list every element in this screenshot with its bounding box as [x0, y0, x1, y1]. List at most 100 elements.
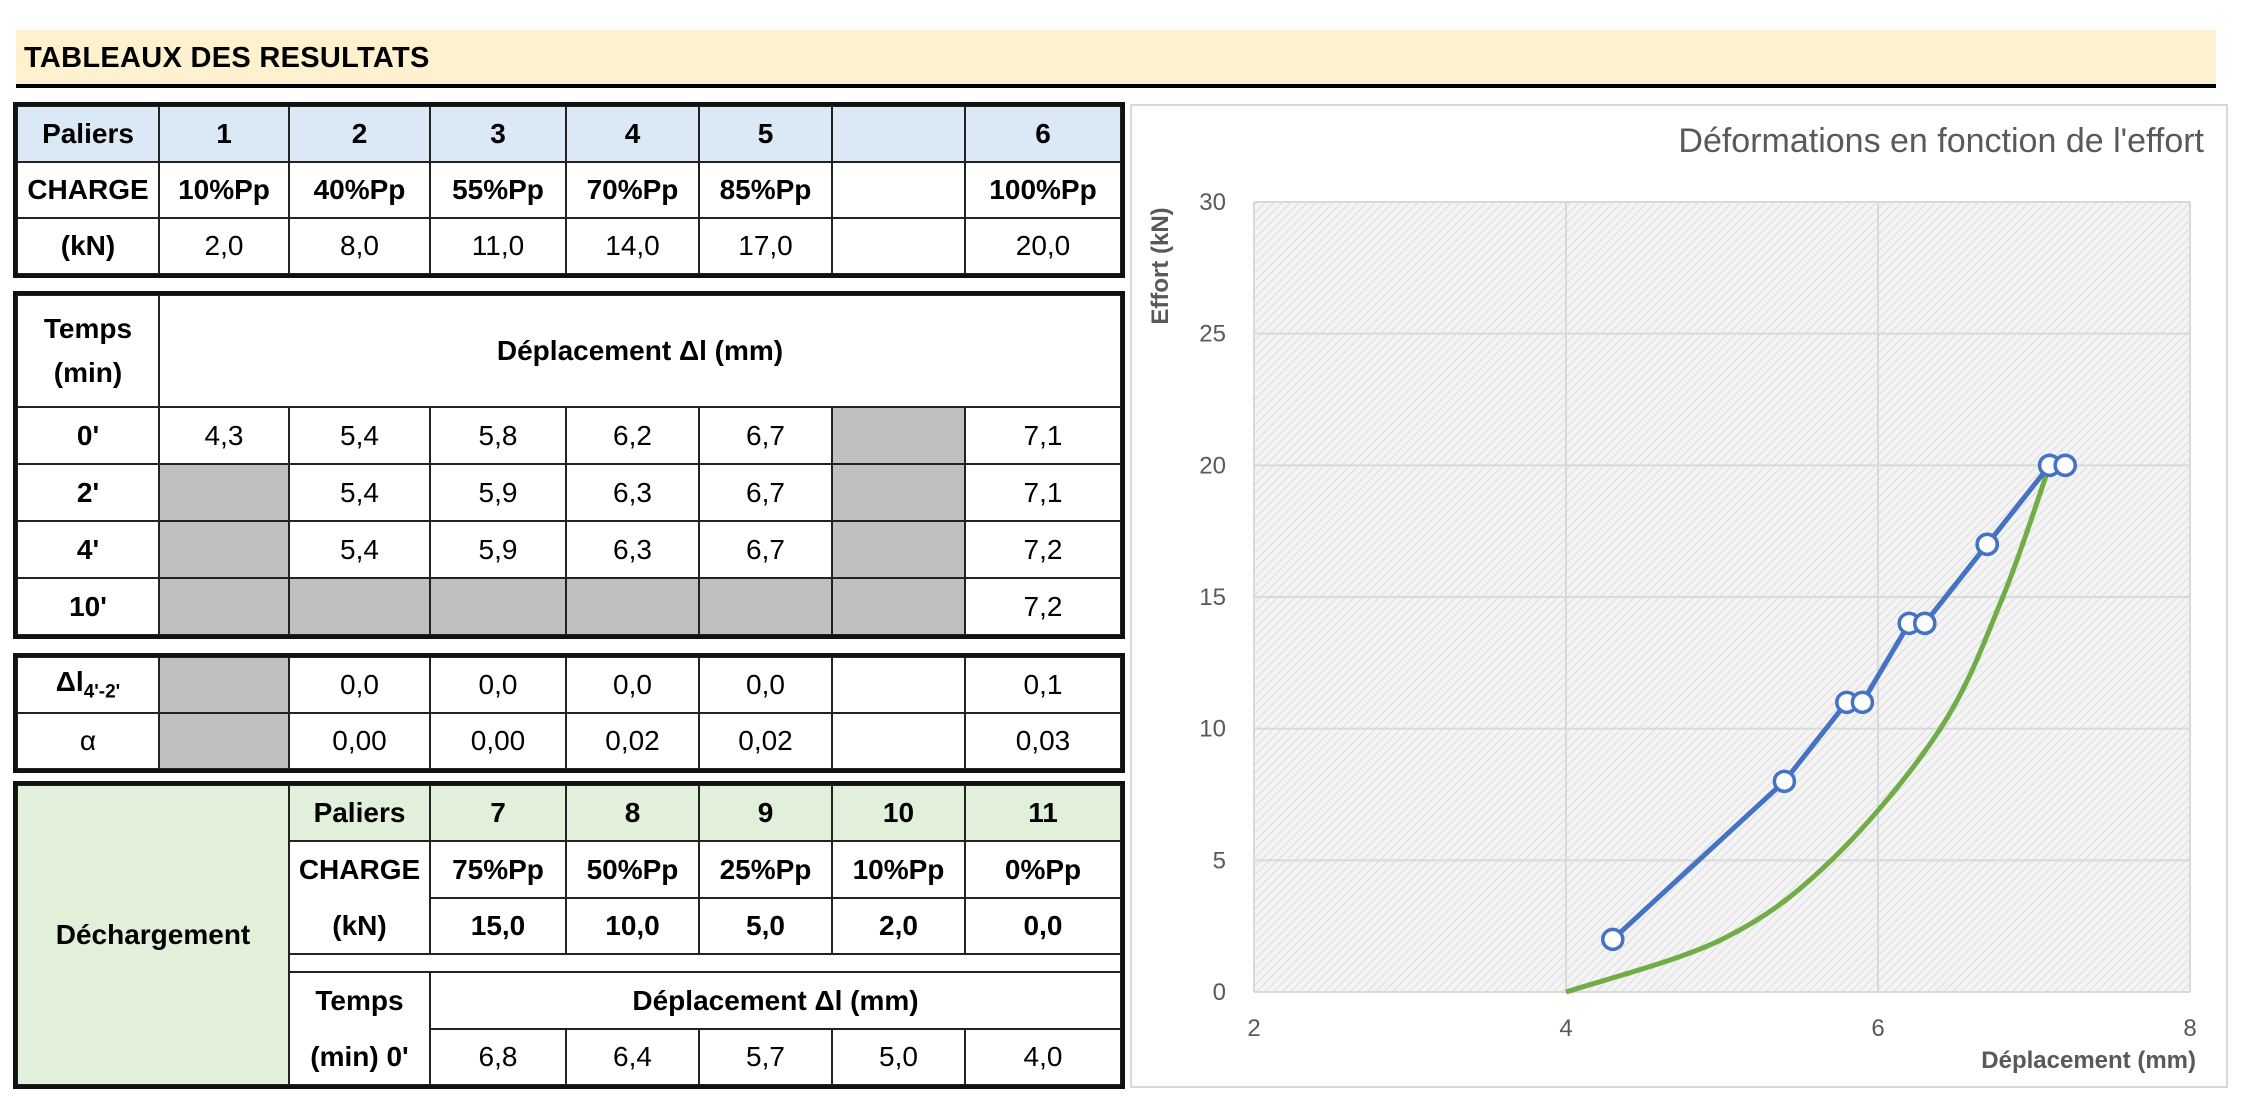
data-point [2053, 453, 2077, 478]
kn-cell: 11,0 [429, 217, 567, 275]
chart-svg: 0 5 10 15 20 25 30 2 4 6 8 Déformations en fonction… [1147, 122, 2205, 1074]
value-cell [158, 463, 290, 522]
unloading-time-label-bottom: (min) 0' [288, 1029, 431, 1086]
value-cell [831, 520, 966, 579]
kn-cell: 17,0 [698, 217, 833, 275]
y-tick-label: 30 [1199, 189, 1226, 216]
value-cell [698, 577, 833, 636]
palier-cell: 5 [698, 105, 833, 163]
delta-cell [158, 656, 290, 714]
unloading-kn-label: (kN) [288, 898, 431, 955]
series-unloading-line [1565, 464, 2052, 995]
palier-cell: 11 [964, 784, 1122, 842]
alpha-cell [831, 712, 966, 770]
section-title-bar: TABLEAUX DES RESULTATS [16, 30, 2216, 88]
palier-cell: 9 [698, 784, 833, 842]
unloading-spacer-row [17, 953, 1122, 973]
data-point [1975, 532, 1999, 557]
table-row: 0' 4,3 5,4 5,8 6,2 6,7 7,1 [16, 406, 1122, 465]
kn-cell: 2,0 [158, 217, 290, 275]
charge-cell [831, 161, 966, 219]
time-cell: 2' [16, 463, 160, 522]
y-tick-label: 20 [1199, 452, 1226, 479]
alpha-cell: 0,00 [429, 712, 567, 770]
value-cell: 5,9 [429, 463, 567, 522]
unloading-table: Déchargement Paliers 7 8 9 10 11 CHARGE … [13, 781, 1125, 1089]
chart-panel: 0 5 10 15 20 25 30 2 4 6 8 Déformations en fonction… [1130, 104, 2228, 1088]
value-cell: 5,8 [429, 406, 567, 465]
delta-cell: 0,0 [288, 656, 431, 714]
table-row: 4' 5,4 5,9 6,3 6,7 7,2 [16, 520, 1122, 579]
value-cell [565, 577, 700, 636]
data-point [1850, 690, 1875, 715]
value-cell: 5,9 [429, 520, 567, 579]
displacement-header-row: Temps (min) Déplacement Δl (mm) [16, 294, 1122, 408]
value-cell: 6,7 [698, 520, 833, 579]
y-tick-label: 25 [1199, 321, 1226, 348]
time-cell: 10' [16, 577, 160, 636]
alpha-cell: 0,02 [698, 712, 833, 770]
delta-cell: 0,0 [565, 656, 700, 714]
unloading-section-label: Déchargement [16, 784, 290, 1086]
value-cell: 5,4 [288, 520, 431, 579]
charge-cell: 75%Pp [429, 840, 567, 899]
unloading-displacement-header-row: Temps Déplacement Δl (mm) [17, 971, 1122, 1030]
value-cell: 4,0 [964, 1028, 1122, 1086]
value-cell: 6,8 [429, 1028, 567, 1086]
unloading-charge-label: CHARGE [288, 840, 431, 898]
data-point [1913, 611, 1937, 636]
palier-cell [831, 105, 966, 163]
palier-cell: 3 [429, 105, 567, 163]
value-cell: 5,4 [288, 463, 431, 522]
charge-cell: 70%Pp [565, 161, 700, 219]
paliers-label: Paliers [16, 105, 160, 163]
value-cell: 7,1 [964, 406, 1122, 465]
displacement-table: Temps (min) Déplacement Δl (mm) 0' 4,3 5… [13, 291, 1125, 639]
y-tick-label: 15 [1199, 584, 1226, 611]
y-axis-label: Effort (kN) [1147, 207, 1174, 324]
delta-row: Δl4'-2' 0,0 0,0 0,0 0,0 0,1 [16, 656, 1122, 714]
charge-cell: 25%Pp [698, 840, 833, 899]
kn-cell: 20,0 [964, 217, 1122, 275]
alpha-row: α 0,00 0,00 0,02 0,02 0,03 [16, 712, 1122, 770]
charge-row: CHARGE 10%Pp 40%Pp 55%Pp 70%Pp 85%Pp 100… [16, 161, 1122, 219]
value-cell: 7,2 [964, 520, 1122, 579]
unloading-displacement-title: Déplacement Δl (mm) [429, 971, 1122, 1030]
kn-cell: 14,0 [565, 217, 700, 275]
unloading-kn-row: (kN) 15,0 10,0 5,0 2,0 0,0 [17, 897, 1122, 955]
charge-cell: 0%Pp [964, 840, 1122, 899]
kn-cell: 8,0 [288, 217, 431, 275]
unloading-charge-row: CHARGE 75%Pp 50%Pp 25%Pp 10%Pp 0%Pp [17, 840, 1122, 899]
value-cell: 6,2 [565, 406, 700, 465]
spacer-cell [288, 953, 1122, 973]
value-cell: 6,7 [698, 406, 833, 465]
delta-cell: 0,0 [429, 656, 567, 714]
palier-cell: 1 [158, 105, 290, 163]
time-cell: 0' [16, 406, 160, 465]
value-cell: 5,7 [698, 1028, 833, 1086]
y-tick-label: 5 [1213, 847, 1226, 874]
x-tick-label: 4 [1559, 1015, 1572, 1042]
alpha-cell [158, 712, 290, 770]
data-point [1772, 769, 1797, 794]
value-cell: 6,7 [698, 463, 833, 522]
value-cell [288, 577, 431, 636]
charge-cell: 10%Pp [158, 161, 290, 219]
value-cell [831, 577, 966, 636]
displacement-title: Déplacement Δl (mm) [158, 294, 1122, 408]
value-cell: 7,2 [964, 577, 1122, 636]
alpha-cell: 0,02 [565, 712, 700, 770]
charge-label: CHARGE [16, 161, 160, 219]
value-cell [831, 406, 966, 465]
paliers-row: Paliers 1 2 3 4 5 6 [16, 105, 1122, 163]
kn-label: (kN) [16, 217, 160, 275]
alpha-label: α [16, 712, 160, 770]
unloading-paliers-label: Paliers [288, 784, 431, 842]
y-tick-label: 10 [1199, 716, 1226, 743]
delta-cell: 0,1 [964, 656, 1122, 714]
kn-row: (kN) 2,0 8,0 11,0 14,0 17,0 20,0 [16, 217, 1122, 275]
table-row: 10' 7,2 [16, 577, 1122, 636]
unloading-time-label-top: Temps [288, 971, 431, 1029]
kn-cell: 5,0 [698, 897, 833, 955]
palier-cell: 10 [831, 784, 966, 842]
